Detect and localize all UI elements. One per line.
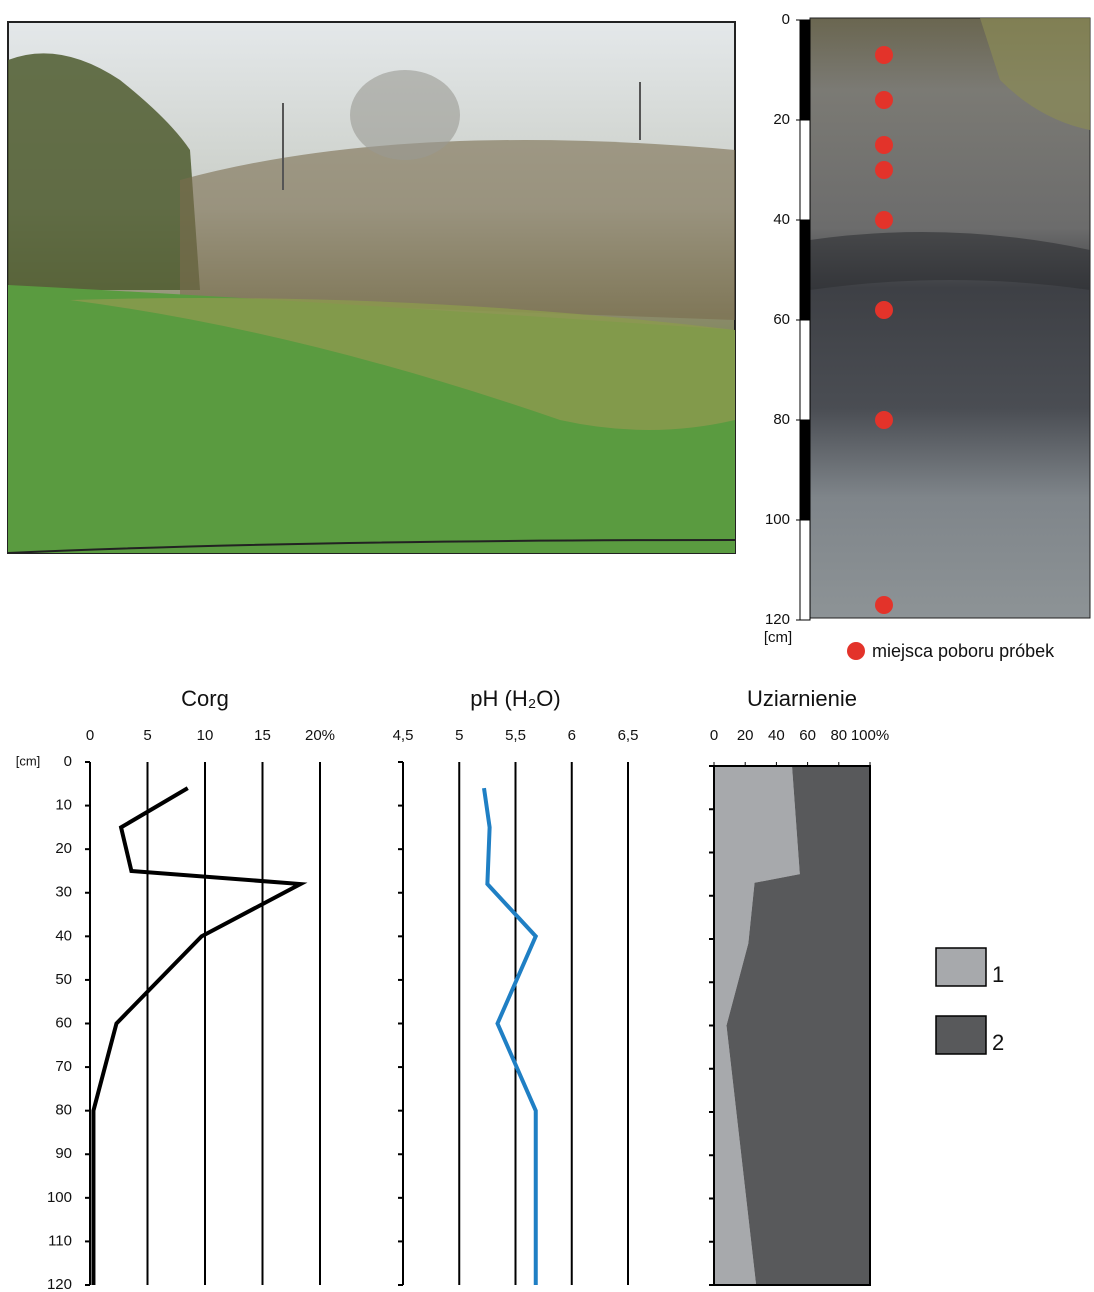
y-axis-label: [cm] (16, 753, 41, 768)
scale-segment (799, 119, 811, 221)
y-tick-label: 20 (773, 111, 790, 128)
y-tick-label: 100 (765, 511, 790, 528)
x-tick-label: 0 (86, 727, 94, 744)
y-axis-label: [cm] (764, 629, 792, 646)
y-tick-label: 80 (773, 411, 790, 428)
sample-point (875, 411, 893, 429)
y-tick-label: 70 (55, 1058, 72, 1075)
sample-point (875, 211, 893, 229)
sample-point (875, 596, 893, 614)
x-tick-label: 20 (737, 727, 754, 744)
y-tick-label: 80 (55, 1102, 72, 1119)
y-tick-label: 120 (765, 611, 790, 628)
scale-segment (799, 419, 811, 521)
sample-point (875, 136, 893, 154)
sample-point (875, 46, 893, 64)
legend-label: miejsca poboru próbek (872, 641, 1055, 661)
y-tick-label: 50 (55, 971, 72, 988)
chart-title: pH (H₂O) (470, 686, 560, 711)
x-tick-label: 100% (851, 727, 889, 744)
chart-title: Uziarnienie (747, 686, 857, 711)
x-tick-label: 5 (455, 727, 463, 744)
x-tick-label: 80 (830, 727, 847, 744)
scale-segment (799, 319, 811, 421)
scale-segment (799, 519, 811, 621)
soil-photo (809, 17, 1091, 619)
y-tick-label: 100 (47, 1189, 72, 1206)
area-segment (726, 766, 870, 1285)
data-line (91, 786, 308, 1285)
landscape-photo (7, 21, 736, 554)
x-tick-label: 5 (143, 727, 151, 744)
scale-segment (799, 19, 811, 121)
plot-frame (713, 765, 871, 1286)
x-tick-label: 40 (768, 727, 785, 744)
chart-title: Corg (181, 686, 229, 711)
y-tick-label: 110 (48, 1232, 72, 1249)
y-tick-label: 10 (55, 797, 72, 814)
y-tick-label: 40 (55, 927, 72, 944)
x-tick-label: 15 (254, 727, 271, 744)
y-tick-label: 30 (55, 884, 72, 901)
x-tick-label: 6,5 (618, 727, 639, 744)
y-tick-label: 0 (64, 753, 72, 770)
y-tick-label: 90 (55, 1145, 72, 1162)
sample-point (875, 91, 893, 109)
area-segment (714, 766, 800, 1285)
x-tick-label: 6 (568, 727, 576, 744)
legend-swatch (935, 947, 987, 987)
sample-point (875, 161, 893, 179)
x-tick-label: 4,5 (393, 727, 414, 744)
y-tick-label: 20 (55, 840, 72, 857)
legend-marker (847, 642, 865, 660)
legend-swatch (935, 1015, 987, 1055)
data-line (482, 787, 539, 1285)
x-tick-label: 0 (710, 727, 718, 744)
y-tick-label: 60 (55, 1014, 72, 1031)
y-tick-label: 60 (773, 311, 790, 328)
x-tick-label: 10 (197, 727, 214, 744)
y-tick-label: 40 (773, 211, 790, 228)
y-tick-label: 0 (782, 11, 790, 28)
scale-segment (799, 219, 811, 321)
x-tick-label: 60 (799, 727, 816, 744)
y-tick-label: 120 (47, 1276, 72, 1292)
legend-label: 2 (992, 1030, 1004, 1055)
x-tick-label: 5,5 (505, 727, 526, 744)
x-tick-label: 20% (305, 727, 335, 744)
legend-label: 1 (992, 962, 1004, 987)
sample-point (875, 301, 893, 319)
